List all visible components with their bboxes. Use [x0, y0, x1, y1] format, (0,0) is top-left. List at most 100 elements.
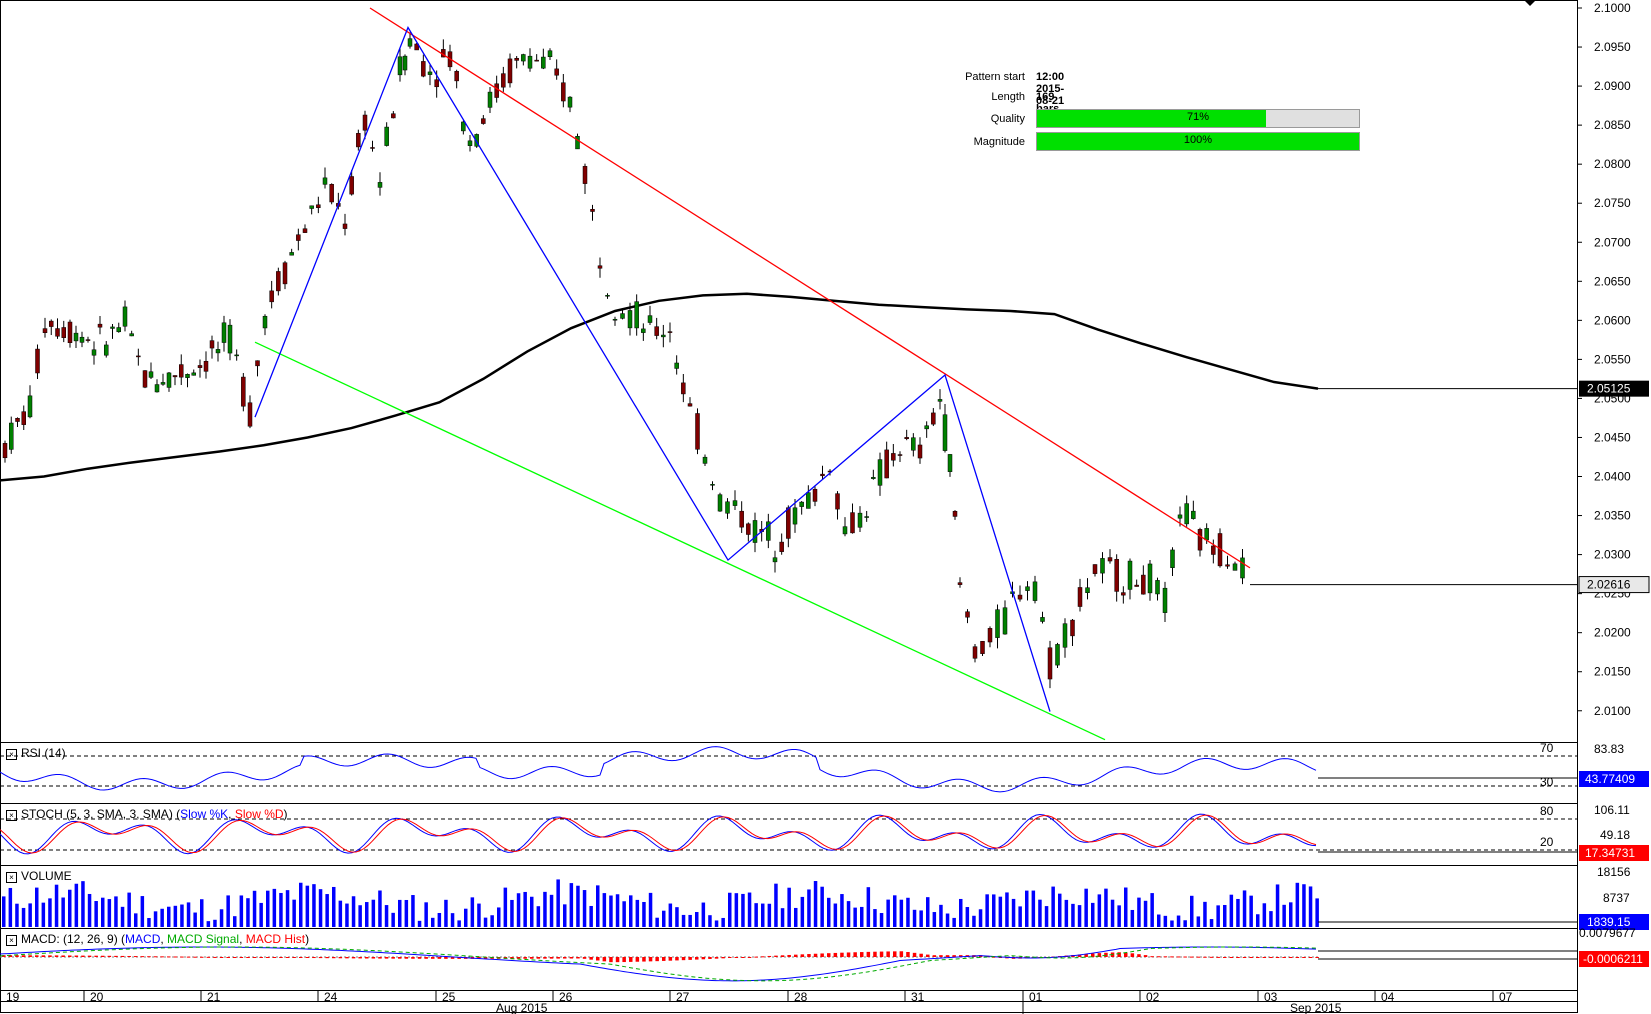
volume-bar [1196, 916, 1201, 927]
volume-bar [213, 919, 217, 927]
x-day-label: 28 [794, 990, 808, 1004]
candle-body [667, 331, 673, 333]
candle-body [820, 473, 825, 477]
close-icon[interactable]: × [6, 872, 17, 883]
macd-hist-bar [906, 951, 910, 957]
candle-body [710, 484, 715, 486]
volume-bar [998, 896, 1003, 927]
candle-body [597, 265, 603, 269]
volume-bar [1044, 906, 1049, 927]
candle-body [534, 59, 539, 62]
volume-bar [602, 893, 607, 927]
macd-hist-bar [107, 955, 112, 957]
candle-body [494, 83, 499, 98]
macd-hist-bar [1176, 956, 1181, 958]
candle-body [917, 444, 923, 459]
quality-value: 71% [1186, 111, 1210, 123]
candle-body [402, 55, 408, 71]
macd-hist-bar [127, 955, 131, 957]
volume-bar [734, 893, 739, 927]
macd-hist-bar [695, 957, 699, 960]
macd-hist-bar [543, 957, 547, 959]
volume-bar [1176, 915, 1181, 927]
macd-hist-bar [530, 957, 534, 959]
macd-hist-bar [754, 956, 758, 958]
volume-bar [549, 894, 554, 927]
volume-bar [774, 883, 778, 927]
macd-hist-bar [186, 956, 191, 958]
x-day-label: 04 [1381, 990, 1395, 1004]
close-icon[interactable]: × [6, 810, 17, 821]
macd-hist-bar [945, 955, 950, 957]
candle-body [1134, 584, 1139, 587]
stoch-scale-mid: 49.18 [1600, 828, 1630, 842]
macd-hist-bar [596, 957, 600, 961]
volume-bar [28, 903, 32, 927]
candle-body [1055, 644, 1060, 666]
candle-body [203, 360, 209, 372]
macd-hist-bar [1084, 953, 1088, 957]
candle-body [414, 43, 419, 51]
stoch-k-label: Slow %K [180, 807, 229, 821]
macd-hist-bar [1269, 957, 1273, 958]
volume-bar [833, 903, 838, 927]
close-icon[interactable]: × [6, 749, 17, 760]
candle-body [1184, 503, 1189, 525]
volume-bar [503, 887, 508, 927]
volume-bar [285, 890, 290, 927]
macd-hist-bar [272, 957, 277, 958]
candle-body [1107, 557, 1113, 562]
candle-body [547, 50, 553, 58]
stoch-header: × STOCH (5, 3, SMA, 3, SMA) (Slow %K, Slo… [6, 807, 288, 821]
macd-hist-bar [1216, 956, 1220, 958]
macd-hist-bar [747, 956, 752, 958]
macd-hist-bar [794, 954, 798, 957]
volume-bar [1071, 903, 1075, 927]
candle-body [911, 437, 916, 451]
candle-body [725, 501, 730, 514]
close-icon[interactable]: × [6, 935, 17, 946]
volume-bar [411, 895, 415, 927]
volume-bar [655, 917, 659, 927]
candle-body [620, 313, 625, 319]
volume-bar [74, 883, 79, 927]
macd-hist-bar [239, 957, 244, 958]
macd-hist-bar [371, 957, 376, 959]
volume-bar [68, 889, 72, 927]
macd-hist-bar [285, 957, 290, 958]
candle-body [461, 121, 466, 132]
volume-bar [206, 921, 211, 927]
rsi-scale-top: 83.83 [1594, 742, 1624, 756]
macd-hist-bar [1196, 956, 1201, 958]
candle-body [129, 333, 134, 337]
volume-bar [497, 907, 501, 927]
chevron-down-icon[interactable] [1525, 1, 1535, 6]
volume-bar [992, 894, 996, 927]
volume-bar [1170, 920, 1174, 927]
candle-body [1100, 558, 1105, 574]
candle-body [947, 454, 953, 472]
magnitude-bar-fill [1037, 133, 1359, 150]
volume-bar [959, 898, 963, 927]
volume-bar [1150, 893, 1154, 927]
macd-hist-bar [1190, 956, 1194, 958]
macd-hist-bar [226, 957, 230, 958]
macd-hist-bar [54, 955, 59, 957]
y-tick-label: 2.0350 [1594, 509, 1631, 523]
volume-bar [1308, 886, 1313, 927]
volume-bar [299, 882, 303, 927]
macd-hist-bar [147, 956, 151, 958]
quality-bar-fill [1037, 110, 1266, 127]
volume-bar [615, 894, 620, 927]
candle-body [695, 413, 700, 450]
candle-body [521, 54, 526, 62]
candle-body [1162, 587, 1168, 613]
x-day-label: 03 [1264, 990, 1278, 1004]
macd-hist-bar [1223, 956, 1227, 958]
candle-body [857, 512, 863, 528]
candle-body [931, 412, 936, 425]
macd-hist-bar [615, 957, 620, 963]
volume-bar [1315, 898, 1319, 927]
candle-body [507, 58, 513, 84]
